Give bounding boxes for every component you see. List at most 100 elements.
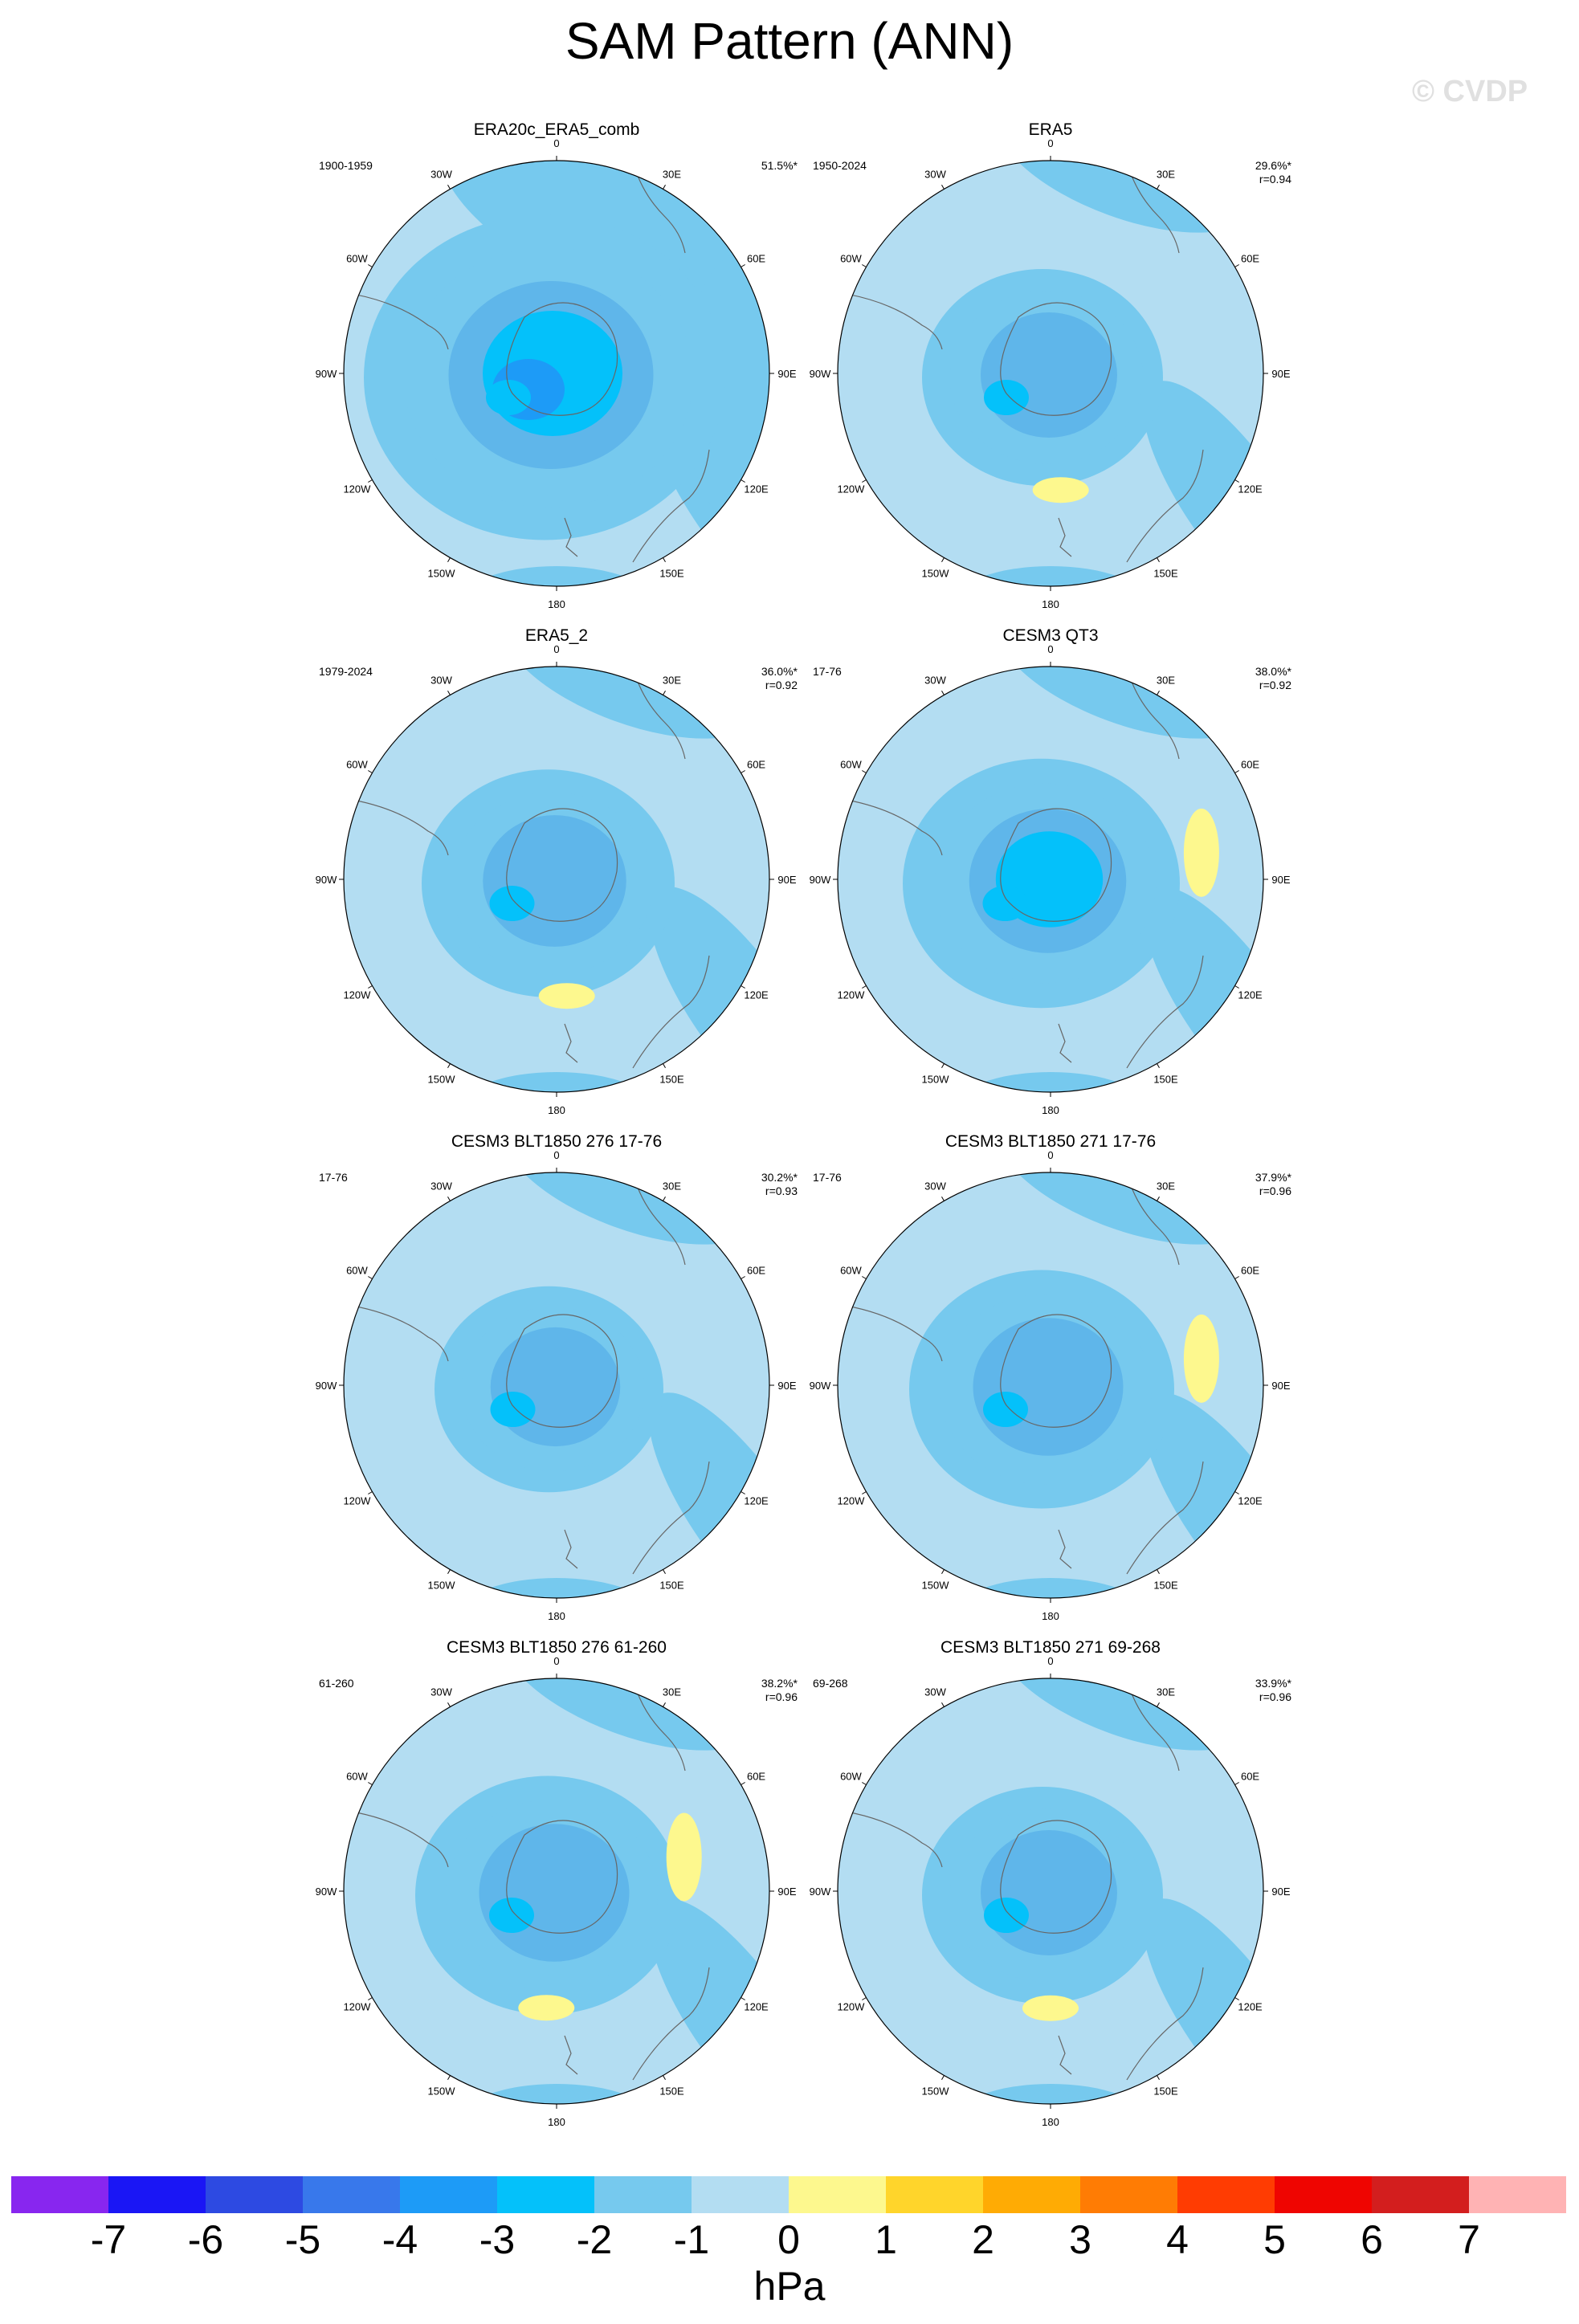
colorbar-tick-label: 0 bbox=[777, 2217, 800, 2262]
period-label: 17-76 bbox=[319, 1171, 348, 1184]
colorbar-swatch bbox=[11, 2176, 108, 2213]
lon-tick bbox=[368, 1782, 373, 1785]
lon-label: 30E bbox=[1157, 1180, 1175, 1192]
negative-anomaly-3 bbox=[981, 1830, 1117, 1955]
colorbar-unit: hPa bbox=[753, 2264, 826, 2309]
lon-label: 60E bbox=[747, 759, 765, 771]
colorbar-swatch bbox=[1275, 2176, 1372, 2213]
polar-map: 0 30E 60E 90E 120E 150E 180 150W 120W 90W 60W 30W bbox=[810, 137, 1291, 610]
lon-tick bbox=[1234, 264, 1239, 267]
lon-label: 120E bbox=[744, 2001, 769, 2013]
map-fill bbox=[838, 667, 1263, 1092]
australia-coastline bbox=[632, 1967, 710, 2081]
australia-coastline bbox=[632, 449, 710, 563]
panel-title: ERA20c_ERA5_comb bbox=[473, 120, 640, 139]
lon-label: 30E bbox=[663, 1180, 681, 1192]
lon-label: 120W bbox=[837, 989, 865, 1001]
new-zealand-coastline bbox=[1058, 2035, 1072, 2075]
lon-tick bbox=[862, 1782, 867, 1785]
lon-tick bbox=[741, 1276, 745, 1279]
lon-label: 60W bbox=[840, 253, 862, 265]
australia-coastline bbox=[632, 1461, 710, 1575]
polar-map: 0 30E 60E 90E 120E 150E 180 150W 120W 90W 60W 30W bbox=[316, 1149, 797, 1622]
lon-tick bbox=[447, 557, 451, 562]
lon-label: 150E bbox=[1153, 1580, 1178, 1592]
variance-explained-label: 29.6%* bbox=[1255, 159, 1291, 172]
lon-label: 30W bbox=[430, 168, 452, 180]
lon-tick bbox=[862, 1276, 867, 1279]
lon-tick bbox=[663, 185, 666, 190]
lon-tick bbox=[941, 1063, 945, 1068]
lon-label: 90W bbox=[316, 368, 337, 380]
colorbar-tick-label: -2 bbox=[576, 2217, 613, 2262]
lon-tick bbox=[941, 1702, 945, 1707]
lon-tick bbox=[862, 985, 867, 989]
panel-title: ERA5 bbox=[1028, 120, 1073, 139]
antarctica-coastline bbox=[506, 808, 618, 922]
south-america-coastline bbox=[347, 798, 449, 856]
south-america-coastline bbox=[841, 1810, 943, 1868]
map-panel: 0 30E 60E 90E 120E 150E 180 150W 120W 90W 60W 30W CE… bbox=[810, 626, 1291, 1132]
lon-label: 30E bbox=[1157, 674, 1175, 686]
lon-tick bbox=[663, 1063, 666, 1068]
lon-label: 30E bbox=[663, 168, 681, 180]
lon-label: 120E bbox=[744, 483, 769, 495]
lon-label: 90E bbox=[777, 874, 796, 886]
lon-label: 180 bbox=[1042, 598, 1059, 610]
lon-label: 150E bbox=[659, 1074, 684, 1086]
positive-lobe bbox=[1183, 808, 1219, 897]
lon-tick bbox=[1157, 2075, 1160, 2080]
map-fill bbox=[838, 1172, 1263, 1598]
colorbar-tick-label: -3 bbox=[479, 2217, 516, 2262]
lon-label: 0 bbox=[1047, 1655, 1053, 1667]
lon-tick bbox=[368, 1491, 373, 1494]
lon-tick bbox=[1234, 985, 1239, 989]
australia-coastline bbox=[1126, 1461, 1204, 1575]
colorbar-swatch bbox=[1372, 2176, 1469, 2213]
lon-tick bbox=[447, 185, 451, 190]
negative-anomaly-3 bbox=[479, 1824, 630, 1962]
lon-label: 90W bbox=[810, 1380, 831, 1392]
colorbar-tick-label: 3 bbox=[1069, 2217, 1091, 2262]
new-zealand-coastline bbox=[564, 1023, 578, 1063]
variance-explained-label: 38.2%* bbox=[761, 1677, 798, 1690]
lon-label: 150E bbox=[1153, 568, 1178, 580]
variance-explained-label: 36.0%* bbox=[761, 665, 798, 678]
lon-label: 180 bbox=[548, 2116, 565, 2128]
map-fill bbox=[344, 667, 769, 1092]
lon-tick bbox=[663, 2075, 666, 2080]
lon-label: 150E bbox=[659, 568, 684, 580]
lon-tick bbox=[941, 557, 945, 562]
colorbar-tick-label: -7 bbox=[90, 2217, 127, 2262]
colorbar-swatch bbox=[1469, 2176, 1566, 2213]
panel-title: CESM3 BLT1850 276 17-76 bbox=[451, 1132, 663, 1151]
colorbar-swatch bbox=[1177, 2176, 1275, 2213]
colorbar-tick-label: -5 bbox=[284, 2217, 321, 2262]
lon-label: 0 bbox=[1047, 137, 1053, 149]
lon-tick bbox=[368, 1276, 373, 1279]
pattern-correlation-label: r=0.96 bbox=[1259, 1184, 1291, 1197]
colorbar-swatch bbox=[400, 2176, 497, 2213]
lon-label: 150W bbox=[922, 568, 950, 580]
lon-tick bbox=[741, 264, 745, 267]
colorbar-swatch bbox=[1080, 2176, 1177, 2213]
south-america-coastline bbox=[347, 1304, 449, 1362]
period-label: 1900-1959 bbox=[319, 159, 373, 172]
lon-label: 30W bbox=[924, 1180, 946, 1192]
lon-tick bbox=[447, 1569, 451, 1574]
lon-label: 120W bbox=[343, 2001, 371, 2013]
negative-anomaly-core bbox=[982, 886, 1028, 921]
period-label: 17-76 bbox=[813, 1171, 842, 1184]
colorbar-swatch bbox=[886, 2176, 983, 2213]
lon-label: 150W bbox=[922, 1580, 950, 1592]
positive-lobe bbox=[1032, 477, 1089, 504]
map-fill bbox=[838, 1678, 1263, 2104]
map-panel: 0 30E 60E 90E 120E 150E 180 150W 120W 90W 60W 30W CE… bbox=[316, 1132, 798, 1638]
period-label: 1979-2024 bbox=[319, 665, 373, 678]
lon-label: 150E bbox=[1153, 2085, 1178, 2098]
colorbar-tick-label: 2 bbox=[972, 2217, 994, 2262]
lon-label: 90E bbox=[1271, 368, 1290, 380]
lon-tick bbox=[941, 691, 945, 695]
variance-explained-label: 30.2%* bbox=[761, 1171, 798, 1184]
pattern-correlation-label: r=0.94 bbox=[1259, 173, 1291, 186]
